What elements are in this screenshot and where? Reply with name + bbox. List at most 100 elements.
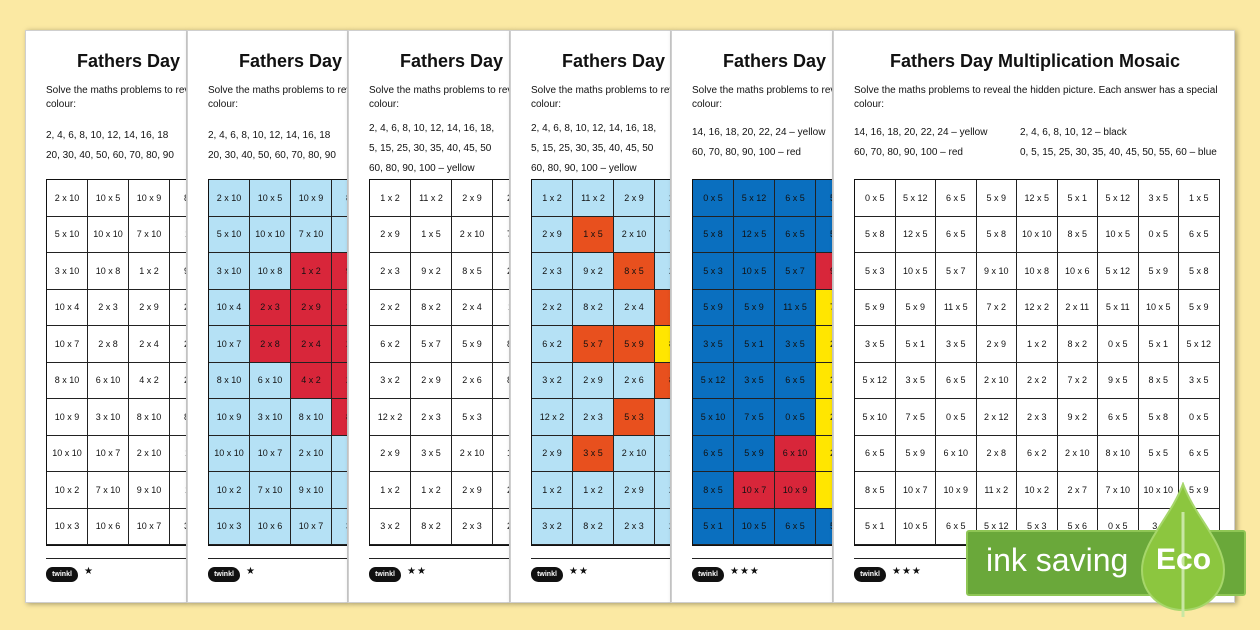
mosaic-cell[interactable]: 2 x 12 xyxy=(976,399,1017,436)
mosaic-cell[interactable]: 3 x xyxy=(170,508,186,545)
mosaic-cell[interactable]: 8 x 5 xyxy=(1138,362,1179,399)
mosaic-cell[interactable]: 5 x xyxy=(816,508,832,545)
mosaic-cell[interactable]: 6 x 5 xyxy=(936,180,977,217)
mosaic-cell[interactable]: 5 x 8 xyxy=(1179,253,1220,290)
mosaic-cell[interactable]: 5 x 1 xyxy=(855,508,896,545)
mosaic-cell[interactable]: 9 x 2 xyxy=(1057,399,1098,436)
mosaic-cell[interactable]: 1 x 2 xyxy=(532,180,573,217)
mosaic-cell[interactable]: 9 x 2 xyxy=(411,253,452,290)
mosaic-cell[interactable]: 2 x xyxy=(493,253,509,290)
mosaic-cell[interactable]: 2 x 9 xyxy=(291,289,332,326)
mosaic-cell[interactable]: 9 x 5 xyxy=(1098,362,1139,399)
mosaic-cell[interactable]: 2 x 10 xyxy=(452,435,493,472)
mosaic-cell[interactable]: 8 x xyxy=(655,326,670,363)
mosaic-cell[interactable]: 10 x 7 xyxy=(47,326,88,363)
mosaic-cell[interactable]: 3 x 5 xyxy=(936,326,977,363)
mosaic-cell[interactable]: 10 x 5 xyxy=(88,180,129,217)
mosaic-cell[interactable]: 5 x 12 xyxy=(1098,253,1139,290)
mosaic-cell[interactable]: 5 x xyxy=(816,180,832,217)
mosaic-cell[interactable]: 2 x xyxy=(332,326,347,363)
mosaic-cell[interactable]: 8 x 2 xyxy=(411,508,452,545)
mosaic-cell[interactable]: 3 x 10 xyxy=(88,399,129,436)
mosaic-cell[interactable]: 2 x 2 xyxy=(370,289,411,326)
mosaic-cell[interactable]: 2 x 9 xyxy=(532,435,573,472)
mosaic-cell[interactable]: 2 x xyxy=(816,362,832,399)
mosaic-cell[interactable]: 10 x 2 xyxy=(209,472,250,509)
mosaic-cell[interactable]: 10 x 3 xyxy=(47,508,88,545)
mosaic-cell[interactable]: 2 x 2 xyxy=(1017,362,1058,399)
mosaic-cell[interactable]: 12 x 2 xyxy=(532,399,573,436)
mosaic-cell[interactable]: 10 x 7 xyxy=(209,326,250,363)
mosaic-cell[interactable]: 2 x 3 xyxy=(573,399,614,436)
mosaic-cell[interactable]: 6 x 5 xyxy=(936,216,977,253)
mosaic-cell[interactable]: 2 x 4 xyxy=(452,289,493,326)
mosaic-cell[interactable]: 2 x 6 xyxy=(452,362,493,399)
mosaic-cell[interactable]: 3 x 2 xyxy=(370,362,411,399)
mosaic-cell[interactable]: 3 x xyxy=(332,508,347,545)
mosaic-cell[interactable]: 4 x 2 xyxy=(291,362,332,399)
mosaic-cell[interactable]: 5 x 1 xyxy=(734,326,775,363)
mosaic-cell[interactable]: 6 x 2 xyxy=(1017,435,1058,472)
mosaic-cell[interactable]: 2 x 10 xyxy=(614,435,655,472)
mosaic-cell[interactable]: 3 x 5 xyxy=(855,326,896,363)
mosaic-cell[interactable]: 12 x 5 xyxy=(734,216,775,253)
mosaic-cell[interactable]: 2 x 4 xyxy=(614,289,655,326)
mosaic-cell[interactable]: 11 xyxy=(816,472,832,509)
mosaic-cell[interactable]: 9 x 2 xyxy=(573,253,614,290)
mosaic-cell[interactable]: 2 x 3 xyxy=(532,253,573,290)
mosaic-cell[interactable]: 10 x 7 xyxy=(250,435,291,472)
mosaic-cell[interactable]: 5 x xyxy=(816,216,832,253)
mosaic-cell[interactable]: 3 x 5 xyxy=(1138,180,1179,217)
mosaic-cell[interactable]: 5 x 12 xyxy=(1179,326,1220,363)
mosaic-cell[interactable]: 6 x 5 xyxy=(775,362,816,399)
mosaic-cell[interactable]: 10 x 9 xyxy=(47,399,88,436)
mosaic-cell[interactable]: 1 x 2 xyxy=(291,253,332,290)
mosaic-cell[interactable]: 6 x 5 xyxy=(775,216,816,253)
mosaic-cell[interactable]: 5 x 1 xyxy=(1057,180,1098,217)
mosaic-cell[interactable]: 6 x 10 xyxy=(775,435,816,472)
mosaic-cell[interactable]: 1 x 2 xyxy=(411,472,452,509)
mosaic-cell[interactable]: 5 x 9 xyxy=(1138,253,1179,290)
mosaic-cell[interactable]: 2 x xyxy=(493,508,509,545)
mosaic-cell[interactable]: 10 x 5 xyxy=(734,253,775,290)
mosaic-cell[interactable]: 6 x 5 xyxy=(775,180,816,217)
mosaic-cell[interactable]: 10 x 5 xyxy=(895,508,936,545)
mosaic-cell[interactable]: 2 x xyxy=(655,508,670,545)
mosaic-cell[interactable]: 5 x 3 xyxy=(614,399,655,436)
mosaic-cell[interactable]: 3 x 5 xyxy=(1179,362,1220,399)
mosaic-cell[interactable]: 9 x 10 xyxy=(976,253,1017,290)
mosaic-cell[interactable]: 8 x 2 xyxy=(573,508,614,545)
mosaic-cell[interactable]: 8 x 10 xyxy=(209,362,250,399)
mosaic-cell[interactable]: 2 x 9 xyxy=(411,362,452,399)
mosaic-cell[interactable]: 8 x xyxy=(170,180,186,217)
mosaic-cell[interactable]: 7 x 2 xyxy=(1057,362,1098,399)
mosaic-cell[interactable]: 10 xyxy=(332,472,347,509)
mosaic-cell[interactable]: 5 x 8 xyxy=(693,216,734,253)
mosaic-cell[interactable]: 7 x 10 xyxy=(88,472,129,509)
mosaic-cell[interactable]: 7 x 10 xyxy=(1098,472,1139,509)
mosaic-cell[interactable]: 5 x 7 xyxy=(411,326,452,363)
mosaic-cell[interactable]: 6 x 5 xyxy=(855,435,896,472)
mosaic-cell[interactable]: 8 x xyxy=(493,362,509,399)
mosaic-cell[interactable]: 8 x 10 xyxy=(129,399,170,436)
mosaic-cell[interactable]: 10 x 7 xyxy=(895,472,936,509)
mosaic-cell[interactable]: 8 x 5 xyxy=(693,472,734,509)
mosaic-cell[interactable]: 1 x 2 xyxy=(370,180,411,217)
mosaic-cell[interactable]: 6 x 10 xyxy=(250,362,291,399)
mosaic-cell[interactable]: 3 x 5 xyxy=(573,435,614,472)
mosaic-cell[interactable]: 5 x 1 xyxy=(1138,326,1179,363)
mosaic-cell[interactable]: 11 xyxy=(655,399,670,436)
mosaic-cell[interactable]: 2 x xyxy=(816,399,832,436)
mosaic-cell[interactable]: 6 x 5 xyxy=(1179,216,1220,253)
mosaic-cell[interactable]: 10 x 10 xyxy=(209,435,250,472)
mosaic-cell[interactable]: 8 x 5 xyxy=(855,472,896,509)
mosaic-cell[interactable]: 2 x 9 xyxy=(976,326,1017,363)
mosaic-cell[interactable]: 1 x 2 xyxy=(1017,326,1058,363)
mosaic-cell[interactable]: 8 x 2 xyxy=(1057,326,1098,363)
mosaic-cell[interactable]: 1 x 5 xyxy=(1179,180,1220,217)
mosaic-cell[interactable]: 5 x 9 xyxy=(895,289,936,326)
mosaic-cell[interactable]: 2 x 3 xyxy=(370,253,411,290)
mosaic-cell[interactable]: 6 x 5 xyxy=(693,435,734,472)
mosaic-cell[interactable]: 2 x 4 xyxy=(291,326,332,363)
mosaic-cell[interactable]: 11 x 2 xyxy=(573,180,614,217)
